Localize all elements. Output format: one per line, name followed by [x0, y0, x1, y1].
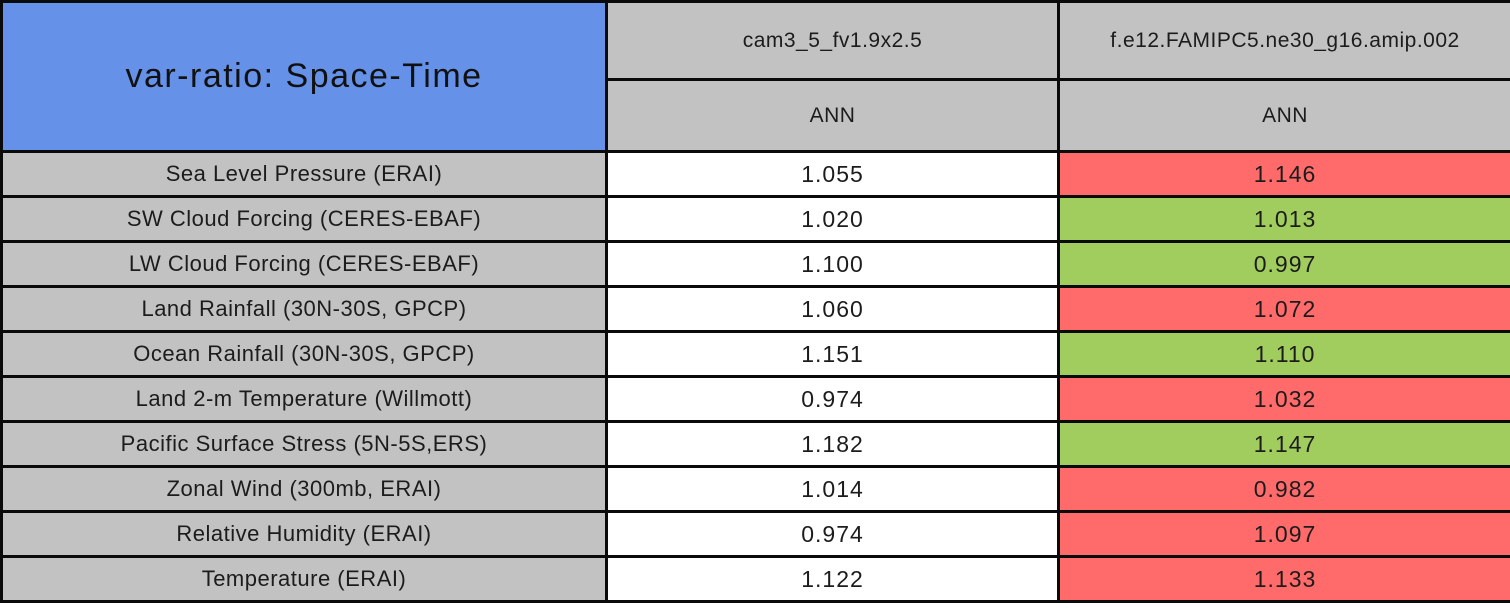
table-row: LW Cloud Forcing (CERES-EBAF) 1.100 0.99…	[0, 240, 1510, 288]
table-row: Land 2-m Temperature (Willmott) 0.974 1.…	[0, 375, 1510, 423]
value-cell-case1: 1.151	[605, 330, 1060, 378]
header-row-models: var-ratio: Space-Time cam3_5_fv1.9x2.5 f…	[0, 0, 1510, 153]
value-cell-case2: 1.032	[1057, 375, 1510, 423]
row-label: Zonal Wind (300mb, ERAI)	[0, 465, 608, 513]
row-label: Pacific Surface Stress (5N-5S,ERS)	[0, 420, 608, 468]
value-cell-case2: 1.146	[1057, 150, 1510, 198]
value-cell-case2: 0.997	[1057, 240, 1510, 288]
table-title: var-ratio: Space-Time	[0, 0, 608, 153]
table-row: Sea Level Pressure (ERAI) 1.055 1.146	[0, 150, 1510, 198]
value-cell-case1: 1.182	[605, 420, 1060, 468]
value-cell-case1: 1.100	[605, 240, 1060, 288]
table-row: Temperature (ERAI) 1.122 1.133	[0, 555, 1510, 603]
value-cell-case2: 0.982	[1057, 465, 1510, 513]
value-cell-case2: 1.072	[1057, 285, 1510, 333]
row-label: Relative Humidity (ERAI)	[0, 510, 608, 558]
row-label: Ocean Rainfall (30N-30S, GPCP)	[0, 330, 608, 378]
row-label: Land 2-m Temperature (Willmott)	[0, 375, 608, 423]
row-label: LW Cloud Forcing (CERES-EBAF)	[0, 240, 608, 288]
value-cell-case1: 1.122	[605, 555, 1060, 603]
value-cell-case1: 1.014	[605, 465, 1060, 513]
table-row: Pacific Surface Stress (5N-5S,ERS) 1.182…	[0, 420, 1510, 468]
table-row: Land Rainfall (30N-30S, GPCP) 1.060 1.07…	[0, 285, 1510, 333]
header-row-seasons: ANN ANN	[2, 78, 1510, 153]
table-row: SW Cloud Forcing (CERES-EBAF) 1.020 1.01…	[0, 195, 1510, 243]
value-cell-case2: 1.097	[1057, 510, 1510, 558]
value-cell-case2: 1.110	[1057, 330, 1510, 378]
value-cell-case2: 1.133	[1057, 555, 1510, 603]
row-label: Sea Level Pressure (ERAI)	[0, 150, 608, 198]
column-header-model-1: cam3_5_fv1.9x2.5	[605, 0, 1060, 81]
value-cell-case1: 1.020	[605, 195, 1060, 243]
row-label: Land Rainfall (30N-30S, GPCP)	[0, 285, 608, 333]
table-row: Ocean Rainfall (30N-30S, GPCP) 1.151 1.1…	[0, 330, 1510, 378]
season-header-1: ANN	[605, 78, 1060, 153]
column-header-model-2: f.e12.FAMIPC5.ne30_g16.amip.002	[1057, 0, 1510, 81]
value-cell-case1: 1.060	[605, 285, 1060, 333]
value-cell-case1: 0.974	[605, 510, 1060, 558]
row-label: SW Cloud Forcing (CERES-EBAF)	[0, 195, 608, 243]
value-cell-case1: 0.974	[605, 375, 1060, 423]
table-row: Zonal Wind (300mb, ERAI) 1.014 0.982	[0, 465, 1510, 513]
value-cell-case1: 1.055	[605, 150, 1060, 198]
season-header-2: ANN	[1057, 78, 1510, 153]
table-row: Relative Humidity (ERAI) 0.974 1.097	[0, 510, 1510, 558]
row-label: Temperature (ERAI)	[0, 555, 608, 603]
value-cell-case2: 1.013	[1057, 195, 1510, 243]
value-cell-case2: 1.147	[1057, 420, 1510, 468]
